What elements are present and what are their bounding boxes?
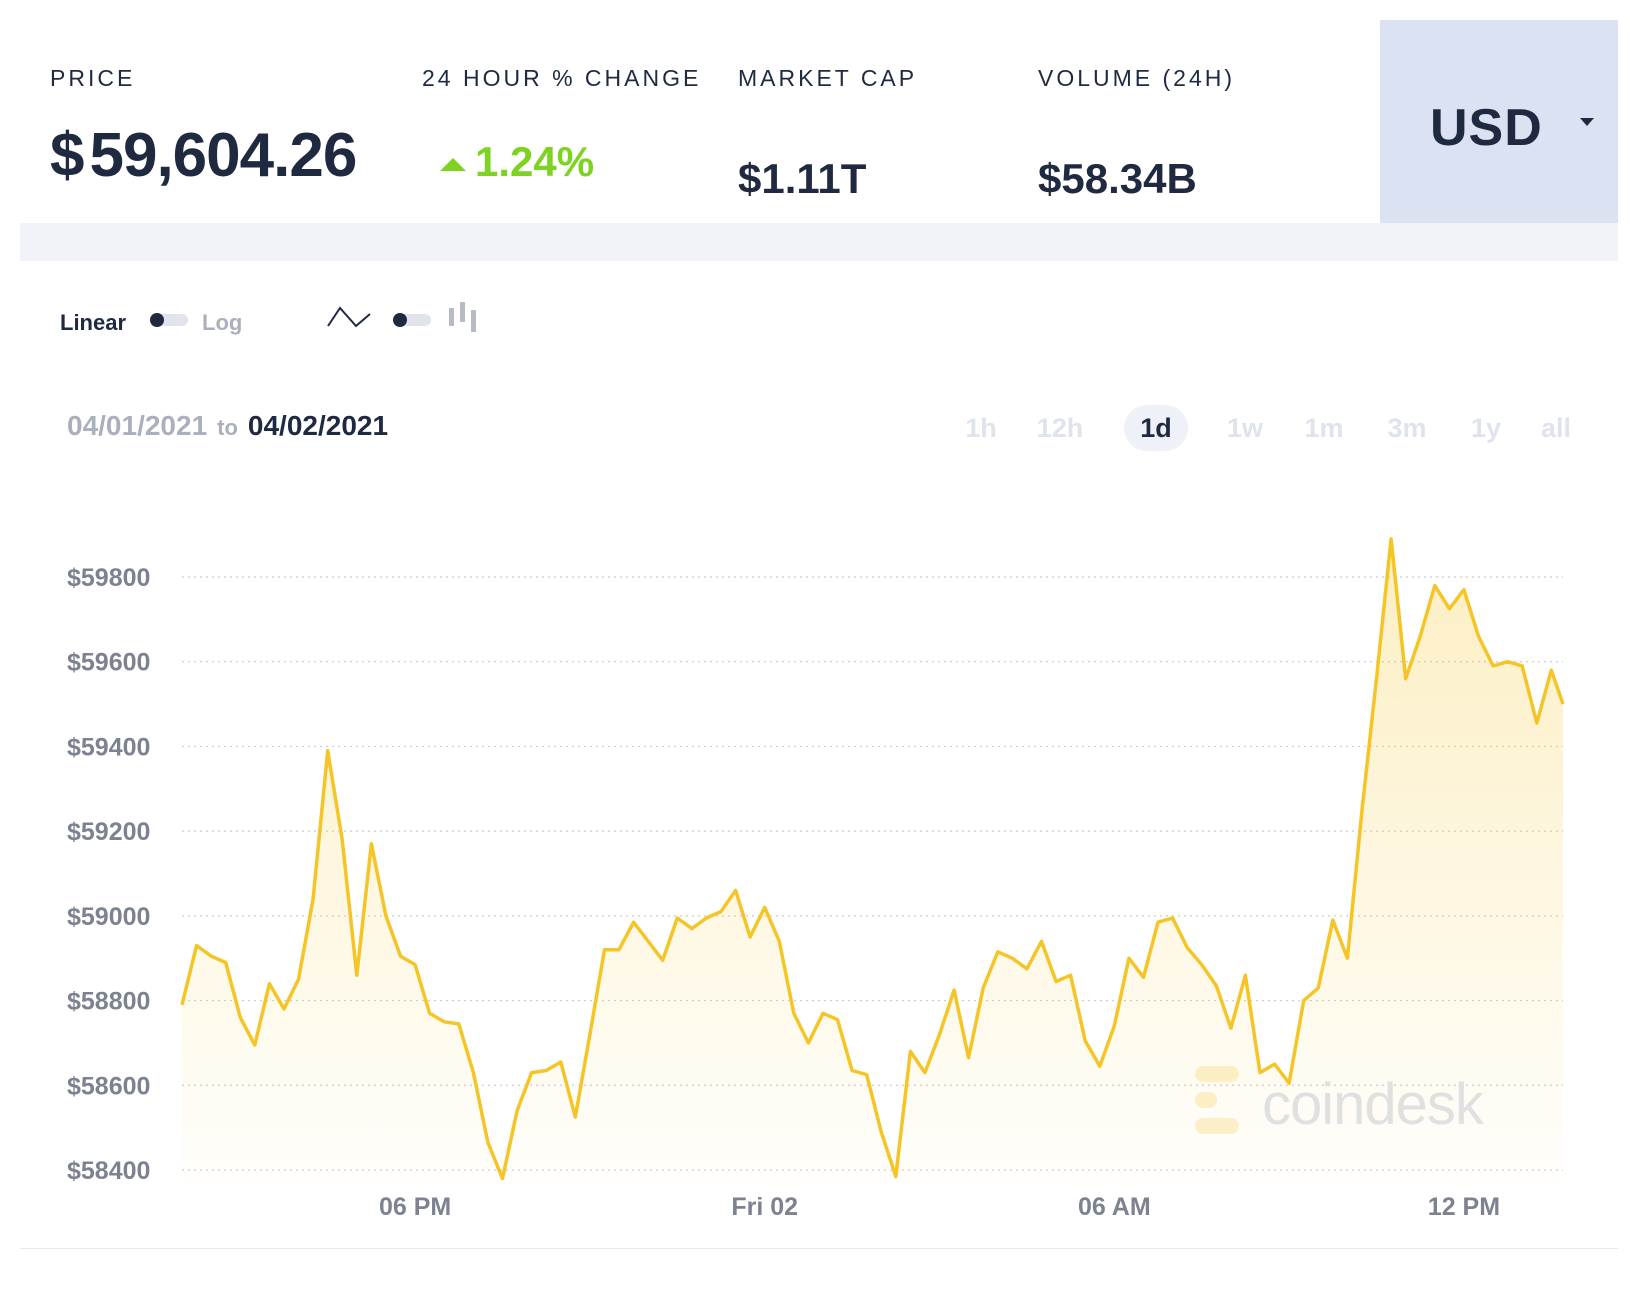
price-amount: 59,604.26 [89, 121, 357, 190]
time-range-selector: 1h 12h 1d 1w 1m 3m 1y all [0, 405, 1630, 455]
caret-down-icon [1580, 118, 1594, 126]
market-cap-label: MARKET CAP [738, 65, 918, 91]
change-value: 1.24% [440, 138, 594, 186]
range-1w[interactable]: 1w [1226, 413, 1264, 443]
x-tick-label: Fri 02 [731, 1193, 798, 1221]
range-1m[interactable]: 1m [1304, 413, 1344, 443]
y-tick-label: $58600 [67, 1072, 150, 1100]
candlestick-chart-icon[interactable] [447, 300, 481, 334]
range-3m[interactable]: 3m [1387, 413, 1427, 443]
price-value: $59,604.26 [50, 120, 357, 191]
currency-select-value: USD [1430, 99, 1543, 157]
date-from[interactable]: 04/01/2021 [67, 410, 208, 441]
linear-scale-label[interactable]: Linear [60, 310, 127, 335]
x-tick-label: 06 PM [379, 1193, 451, 1221]
y-tick-label: $59000 [67, 903, 150, 931]
date-range: 04/01/2021 to 04/02/2021 [67, 410, 388, 442]
range-1h[interactable]: 1h [965, 413, 997, 443]
chart-type-toggle[interactable] [393, 313, 431, 327]
date-to-word: to [217, 415, 238, 440]
axis-layer: $58400 $58600 $58800 $59000 $59200 $59400 $596… [67, 564, 1500, 1221]
up-arrow-icon [440, 157, 466, 171]
volume-value: $58.34B [1038, 155, 1197, 202]
price-chart-svg: coindesk $58400$58600$58800$59000$59200$… [67, 537, 1565, 1221]
change-label: 24 HOUR % CHANGE [422, 65, 702, 91]
y-tick-label: $58400 [67, 1157, 150, 1185]
line-chart-icon[interactable] [326, 302, 372, 332]
range-1y[interactable]: 1y [1470, 413, 1502, 443]
y-tick-label: $59600 [67, 649, 150, 677]
market-cap-value: $1.11T [738, 155, 867, 202]
y-tick-label: $59200 [67, 818, 150, 846]
log-scale-label[interactable]: Log [202, 310, 243, 335]
range-all[interactable]: all [1540, 413, 1572, 443]
volume-label: VOLUME (24H) [1038, 65, 1236, 91]
bottom-divider [20, 1248, 1618, 1249]
price-chart: coindesk $58400$58600$58800$59000$59200$… [0, 480, 1630, 1240]
x-tick-label: 06 AM [1078, 1193, 1151, 1221]
date-to[interactable]: 04/02/2021 [247, 410, 389, 441]
y-tick-label: $59800 [67, 564, 150, 592]
range-1d[interactable]: 1d [1124, 405, 1188, 451]
scale-toggle[interactable] [150, 313, 188, 327]
price-area-fill [182, 538, 1563, 1181]
price-series-line [180, 537, 1565, 1181]
range-12h[interactable]: 12h [1036, 413, 1084, 443]
y-tick-label: $59400 [67, 733, 150, 761]
price-currency-symbol: $ [50, 121, 84, 190]
area-layer [180, 537, 1565, 1181]
scale-toggle-knob [150, 313, 164, 327]
divider-strip [20, 223, 1618, 261]
stats-panel: PRICE $59,604.26 24 HOUR % CHANGE 1.24% … [20, 20, 1390, 223]
y-tick-label: $58800 [67, 988, 150, 1016]
price-label: PRICE [50, 65, 136, 91]
currency-select[interactable]: USD [1380, 20, 1618, 223]
x-tick-label: 12 PM [1428, 1193, 1500, 1221]
chart-type-toggle-knob [393, 313, 407, 327]
change-percent: 1.24% [475, 138, 595, 185]
